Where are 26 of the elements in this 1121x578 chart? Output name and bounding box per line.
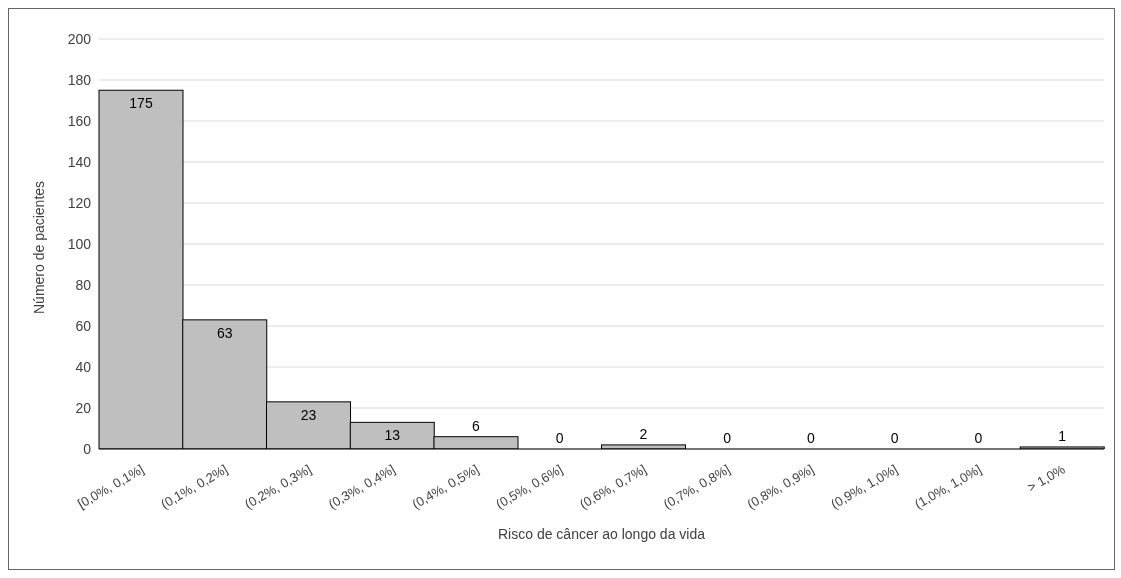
- data-label: 0: [555, 430, 564, 446]
- data-label: 0: [890, 430, 899, 446]
- data-label: 2: [639, 425, 648, 442]
- y-tick-label: 40: [75, 358, 92, 375]
- data-label: 0: [974, 430, 983, 446]
- y-tick-label: 200: [67, 30, 92, 47]
- x-axis-title: Risco de câncer ao longo da vida: [497, 526, 706, 542]
- data-label: 23: [300, 406, 317, 423]
- y-tick-label: 160: [67, 112, 92, 129]
- data-label: 175: [129, 95, 153, 112]
- data-label: 63: [216, 324, 233, 341]
- x-tick-label: > 1,0%: [1024, 461, 1068, 495]
- data-label: 0: [723, 430, 732, 446]
- y-axis-title: Número de pacientes: [30, 180, 47, 314]
- data-label: 0: [807, 430, 816, 446]
- y-tick-label: 0: [83, 440, 92, 457]
- data-label: 6: [472, 417, 481, 434]
- y-tick-label: 140: [67, 153, 92, 170]
- y-tick-label: 20: [75, 399, 92, 416]
- data-label: 13: [384, 427, 401, 444]
- y-tick-label: 100: [67, 235, 92, 252]
- data-label: 1: [1058, 427, 1067, 444]
- y-tick-label: 120: [67, 194, 92, 211]
- y-tick-label: 180: [67, 71, 92, 88]
- y-tick-label: 60: [75, 317, 92, 334]
- y-tick-label: 80: [75, 276, 92, 293]
